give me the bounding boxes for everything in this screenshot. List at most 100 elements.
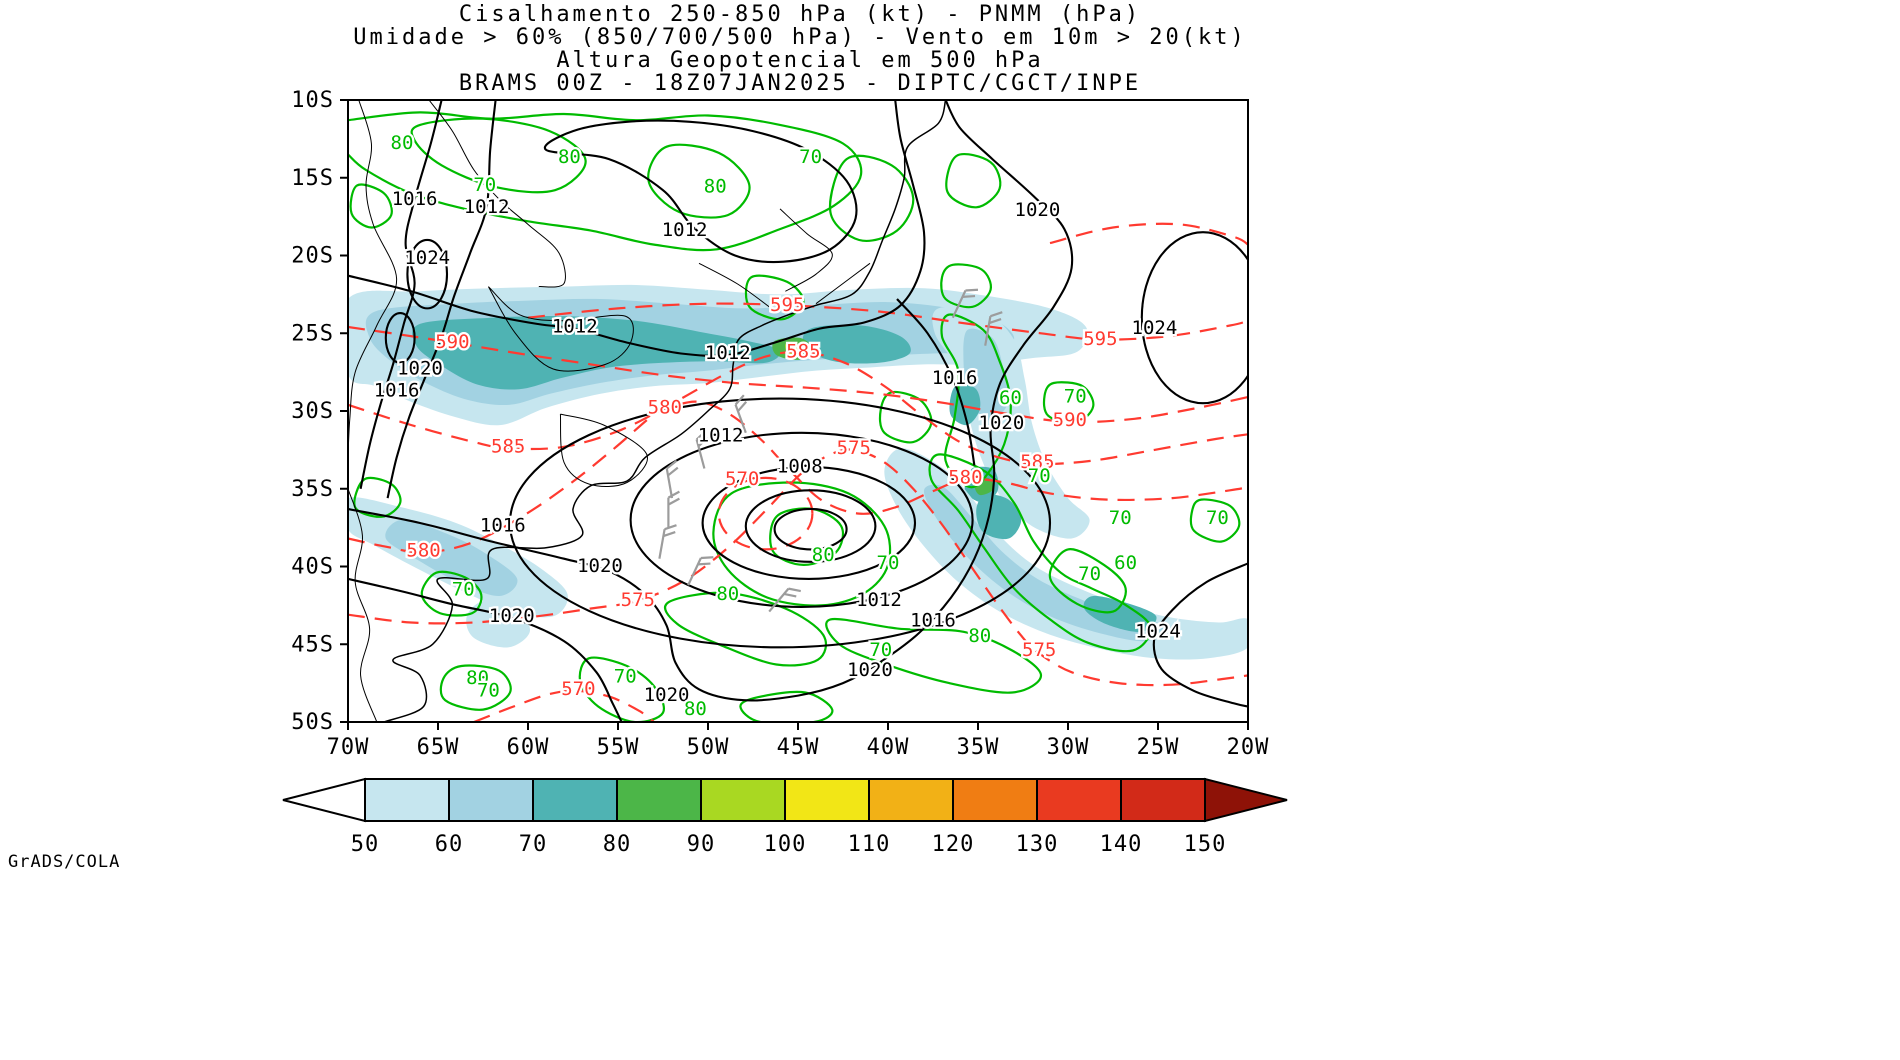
contour-label: 1012 xyxy=(552,316,598,338)
y-axis-tick-label: 10S xyxy=(291,88,334,113)
contour-label: 585 xyxy=(786,340,820,362)
contour-label: 1020 xyxy=(489,605,535,627)
colorbar-over-arrow xyxy=(1204,777,1288,823)
contour-label: 70 xyxy=(877,552,900,574)
contour-label: 1020 xyxy=(397,358,443,380)
y-axis-tick-label: 25S xyxy=(291,321,334,346)
contour-label: 1008 xyxy=(777,456,823,478)
wind-barbs xyxy=(658,288,1003,613)
contour-label: 70 xyxy=(1064,386,1087,408)
colorbar-segment xyxy=(1036,778,1122,822)
axes: 70W 65W 60W 55W 50W 45W 40W 35W 30W 25W 20W 10S 15S 2… xyxy=(291,88,1270,760)
x-axis-tick-label: 45W xyxy=(777,735,820,760)
colorbar-tick-label: 130 xyxy=(1016,832,1059,857)
contour-label: 80 xyxy=(466,667,489,689)
wind-barb xyxy=(667,490,680,528)
contour-label: 580 xyxy=(948,466,982,488)
contour-label: 60 xyxy=(1114,552,1137,574)
colorbar-tick-label: 80 xyxy=(603,832,632,857)
contour-label: 1012 xyxy=(698,424,744,446)
contour-label: 585 xyxy=(491,435,525,457)
colorbar: 50 60 70 80 90 100 110 120 130 140 150 xyxy=(282,777,1288,857)
colorbar-segment xyxy=(448,778,534,822)
colorbar-tick-label: 150 xyxy=(1184,832,1227,857)
contour-label: 1016 xyxy=(392,188,438,210)
x-axis-tick-label: 25W xyxy=(1137,735,1180,760)
contour-label: 1024 xyxy=(1135,620,1181,642)
contour-label: 60 xyxy=(999,387,1022,409)
wind-barb xyxy=(658,524,677,559)
contour-label: 70 xyxy=(799,146,822,168)
contour-label: 1012 xyxy=(464,196,510,218)
contour-label: 580 xyxy=(648,396,682,418)
x-axis-tick-label: 65W xyxy=(417,735,460,760)
contour-label: 575 xyxy=(621,589,655,611)
contour-label: 70 xyxy=(1078,563,1101,585)
title-line-2: Umidade > 60% (850/700/500 hPa) - Vento … xyxy=(353,25,1247,50)
colorbar-tick-label: 120 xyxy=(932,832,975,857)
wind-barb xyxy=(984,311,1003,346)
contour-label: 80 xyxy=(684,698,707,720)
contour-label: 80 xyxy=(558,146,581,168)
wind-barb xyxy=(695,430,709,469)
contour-label: 70 xyxy=(1109,507,1132,529)
wind-barb xyxy=(951,288,979,319)
x-axis-tick-label: 40W xyxy=(867,735,910,760)
contour-label: 1016 xyxy=(374,379,420,401)
contour-label: 580 xyxy=(406,540,440,562)
contour-label: 70 xyxy=(614,665,637,687)
x-axis-tick-label: 55W xyxy=(597,735,640,760)
contour-label: 80 xyxy=(391,132,414,154)
colorbar-segment xyxy=(700,778,786,822)
colorbar-under-arrow xyxy=(282,777,366,823)
y-axis-tick-label: 35S xyxy=(291,477,334,502)
contour-label: 70 xyxy=(452,578,475,600)
contour-label: 1020 xyxy=(979,412,1025,434)
x-axis-tick-label: 60W xyxy=(507,735,550,760)
contour-label: 80 xyxy=(968,625,991,647)
y-axis-tick-label: 45S xyxy=(291,632,334,657)
contour-label: 585 xyxy=(1020,451,1054,473)
contour-lines xyxy=(348,100,1248,722)
contour-label: 80 xyxy=(812,544,835,566)
contour-label: 1020 xyxy=(644,684,690,706)
colorbar-tick-label: 50 xyxy=(351,832,380,857)
grads-credit: GrADS/COLA xyxy=(8,852,121,872)
colorbar-segment xyxy=(364,778,450,822)
map-plot-area: 1016 101210121020102410121012102410201016… xyxy=(348,100,1248,722)
colorbar-segment xyxy=(532,778,618,822)
x-axis-tick-label: 50W xyxy=(687,735,730,760)
colorbar-segment xyxy=(616,778,702,822)
colorbar-tick-label: 140 xyxy=(1100,832,1143,857)
colorbar-segment xyxy=(868,778,954,822)
contour-label: 1020 xyxy=(577,555,623,577)
wind-barb xyxy=(734,394,748,434)
x-axis-tick-label: 30W xyxy=(1047,735,1090,760)
contour-label: 80 xyxy=(716,583,739,605)
y-axis-tick-label: 40S xyxy=(291,555,334,580)
contour-label: 80 xyxy=(704,176,727,198)
x-axis-tick-label: 20W xyxy=(1227,735,1270,760)
x-axis-tick-label: 70W xyxy=(327,735,370,760)
contour-label: 70 xyxy=(869,639,892,661)
y-axis-tick-label: 50S xyxy=(291,710,334,735)
colorbar-tick-label: 70 xyxy=(519,832,548,857)
y-axis-tick-label: 20S xyxy=(291,244,334,269)
x-axis-tick-label: 35W xyxy=(957,735,1000,760)
contour-label: 590 xyxy=(1053,409,1087,431)
contour-label: 1024 xyxy=(404,247,450,269)
contour-label: 70 xyxy=(477,679,500,701)
contour-label: 570 xyxy=(561,678,595,700)
wind-barb xyxy=(687,556,714,586)
contour-label: 1012 xyxy=(662,219,708,241)
contour-label: 1020 xyxy=(1015,199,1061,221)
title-line-3: Altura Geopotencial em 500 hPa xyxy=(556,48,1044,73)
colorbar-tick-label: 60 xyxy=(435,832,464,857)
colorbar-segment xyxy=(952,778,1038,822)
colorbar-tick-label: 90 xyxy=(687,832,716,857)
contour-label: 70 xyxy=(1206,507,1229,529)
chart-title-block: Cisalhamento 250-850 hPa (kt) - PNMM (hP… xyxy=(150,3,1450,95)
contour-label: 575 xyxy=(1022,639,1056,661)
title-line-1: Cisalhamento 250-850 hPa (kt) - PNMM (hP… xyxy=(458,2,1142,27)
